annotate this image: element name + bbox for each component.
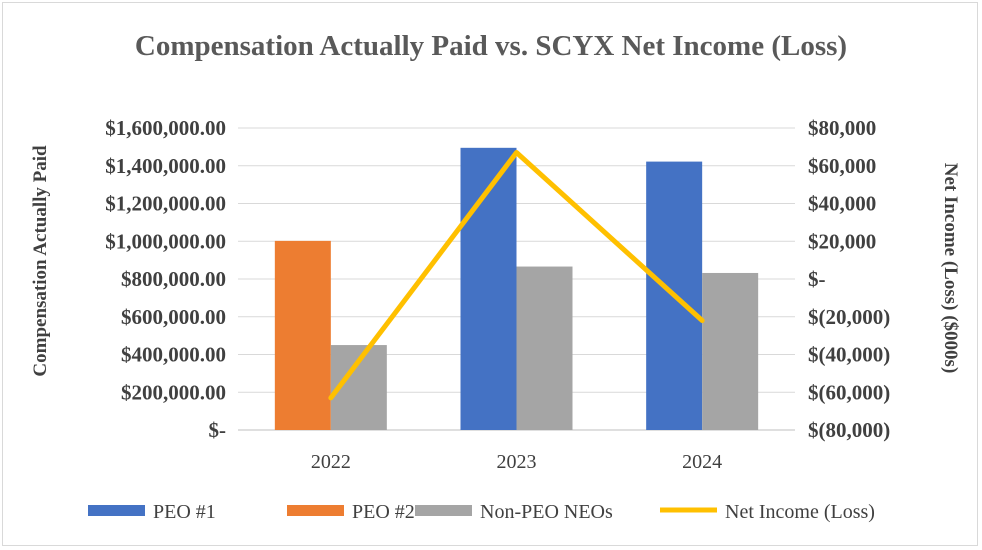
left-tick-label: $800,000.00 (121, 267, 226, 291)
left-axis-ticks: $- $200,000.00 $400,000.00 $600,000.00 $800,… (105, 116, 226, 442)
x-tick-label: 2024 (682, 451, 722, 473)
x-axis-ticks: 2022 2023 2024 (311, 451, 722, 473)
x-tick-label: 2023 (497, 451, 537, 473)
left-tick-label: $1,200,000.00 (105, 192, 226, 216)
right-tick-label: $60,000 (808, 154, 876, 178)
right-tick-label: $80,000 (808, 116, 876, 140)
legend-swatch-non-peo-neos (415, 505, 472, 516)
bar-non-peo-neos-2023 (516, 266, 573, 430)
bars (274, 147, 759, 430)
line-net-income-loss (328, 150, 705, 401)
left-tick-label: $400,000.00 (121, 343, 226, 367)
left-tick-label: $1,600,000.00 (105, 116, 226, 140)
net-income-line (328, 150, 705, 401)
right-tick-label: $(40,000) (808, 343, 890, 367)
right-tick-label: $- (808, 267, 826, 291)
x-tick-label: 2022 (311, 451, 351, 473)
legend-label-net-income-loss-: Net Income (Loss) (725, 501, 875, 523)
legend: PEO #1 PEO #2 Non-PEO NEOs Net Income (Loss… (88, 501, 875, 523)
left-axis-title: Compensation Actually Paid (30, 145, 51, 377)
legend-label-peo-2: PEO #2 (352, 501, 415, 523)
right-tick-label: $(80,000) (808, 418, 890, 442)
legend-swatch-peo-2 (287, 505, 344, 516)
bar-peo-1-2023 (460, 147, 517, 430)
bar-non-peo-neos-2024 (702, 272, 759, 430)
legend-swatch-peo-1 (88, 505, 145, 516)
bar-peo-2-2022 (274, 240, 331, 430)
right-axis-title: Net Income (Loss) ($000s) (940, 163, 961, 374)
left-tick-label: $1,000,000.00 (105, 229, 226, 253)
right-axis-ticks: $(80,000) $(60,000) $(40,000) $(20,000) $- $2… (808, 116, 890, 442)
legend-label-non-peo-neos: Non-PEO NEOs (480, 501, 613, 523)
legend-label-peo-1: PEO #1 (153, 501, 216, 523)
left-tick-label: $- (209, 418, 227, 442)
left-tick-label: $1,400,000.00 (105, 154, 226, 178)
left-tick-label: $600,000.00 (121, 305, 226, 329)
right-tick-label: $(60,000) (808, 380, 890, 404)
chart-title: Compensation Actually Paid vs. SCYX Net … (135, 30, 847, 62)
left-tick-label: $200,000.00 (121, 380, 226, 404)
right-tick-label: $20,000 (808, 229, 876, 253)
right-tick-label: $(20,000) (808, 305, 890, 329)
right-tick-label: $40,000 (808, 192, 876, 216)
